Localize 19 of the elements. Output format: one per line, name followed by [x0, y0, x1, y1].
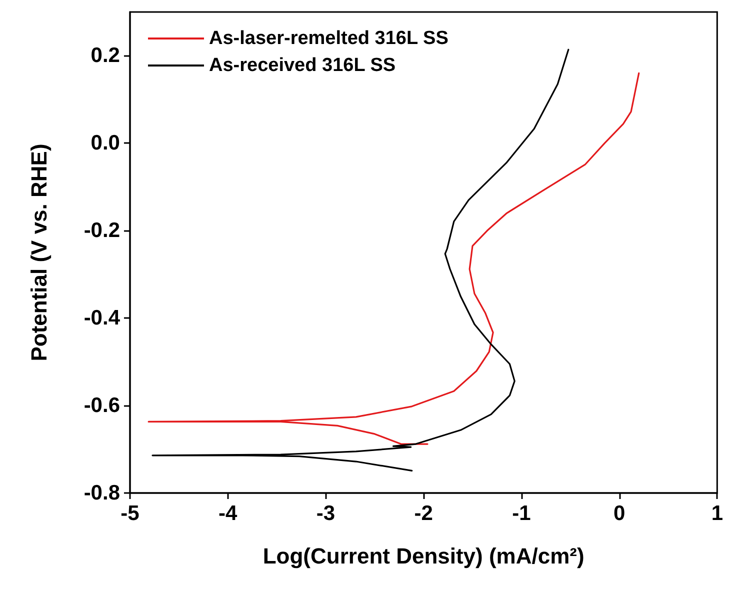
x-axis-title: Log(Current Density) (mA/cm²): [262, 544, 584, 568]
y-axis-title: Potential (V vs. RHE): [26, 144, 52, 362]
legend-label: As-received 316L SS: [209, 55, 396, 76]
y-tick-label: -0.6: [84, 394, 120, 418]
x-tick-label: 0: [613, 502, 626, 525]
y-tick-label: 0.0: [90, 132, 120, 155]
line-series: [152, 48, 570, 472]
y-tick-label: -0.8: [84, 482, 120, 504]
legend-label: As-laser-remelted 316L SS: [209, 28, 448, 49]
y-tick-label: 0.2: [90, 44, 120, 68]
line-series: [148, 72, 640, 445]
x-tick-label: -4: [218, 502, 238, 525]
x-tick-label: -1: [512, 502, 532, 525]
y-tick-label: -0.2: [84, 219, 120, 242]
x-tick-label: -5: [120, 502, 140, 525]
x-tick-label: -3: [316, 502, 336, 525]
x-tick-label: 1: [711, 502, 724, 525]
y-tick-label: -0.4: [84, 306, 120, 330]
x-tick-label: -2: [414, 502, 433, 525]
